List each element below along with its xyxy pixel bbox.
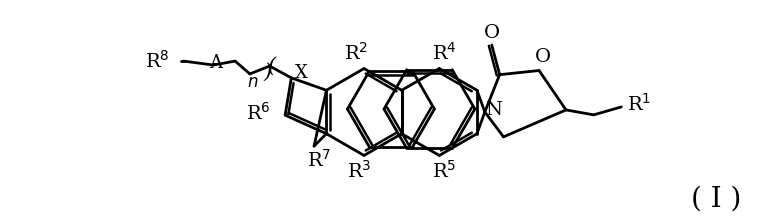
Text: O: O (535, 48, 551, 66)
Text: (: ( (267, 57, 276, 75)
Text: R$^{6}$: R$^{6}$ (246, 102, 270, 124)
Text: R$^{1}$: R$^{1}$ (627, 93, 651, 115)
Text: N: N (485, 101, 502, 119)
Text: R$^{7}$: R$^{7}$ (306, 149, 331, 171)
Text: ( I ): ( I ) (691, 185, 741, 212)
Text: $n$: $n$ (247, 74, 259, 91)
Text: R$^{2}$: R$^{2}$ (344, 42, 368, 64)
Text: ): ) (263, 62, 272, 81)
Text: R$^{4}$: R$^{4}$ (432, 42, 457, 64)
Text: O: O (484, 24, 500, 42)
Text: R$^{8}$: R$^{8}$ (146, 50, 170, 72)
Text: R$^{5}$: R$^{5}$ (432, 160, 457, 182)
Text: X: X (295, 64, 308, 82)
Text: A: A (209, 54, 222, 72)
Text: R$^{3}$: R$^{3}$ (347, 160, 371, 182)
